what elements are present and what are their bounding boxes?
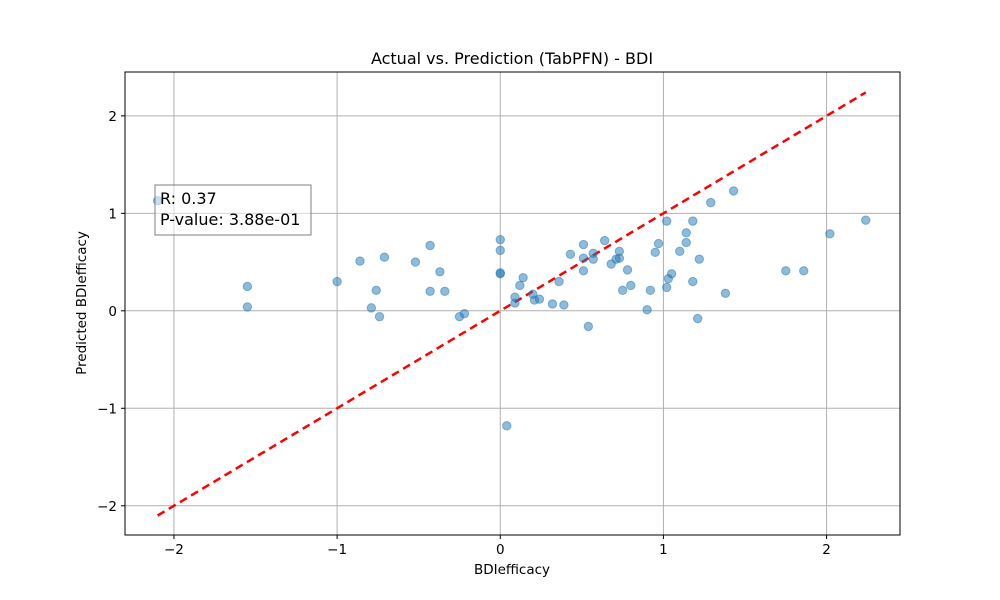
scatter-point: [554, 276, 564, 287]
scatter-point: [694, 254, 705, 264]
scatter-point: [578, 253, 589, 263]
scatter-point: [666, 269, 677, 279]
scatter-point: [374, 311, 385, 322]
scatter-point: [242, 302, 253, 312]
plot-frame: [124, 71, 901, 536]
scatter-point: [599, 235, 610, 246]
x-tick-label: 1: [659, 542, 668, 558]
scatter-point: [410, 257, 421, 267]
x-axis-label: BDIefficacy: [474, 562, 550, 578]
scatter-point: [688, 276, 698, 287]
scatter-point: [688, 216, 698, 226]
y-tick-label: 1: [108, 206, 117, 222]
y-axis-label: Predicted BDIefficacy: [74, 231, 90, 375]
scatter-point: [366, 303, 377, 313]
scatter-point: [495, 245, 505, 256]
scatter-point: [653, 238, 664, 249]
scatter-point: [565, 249, 576, 259]
scatter-point: [626, 280, 636, 291]
scatter-point: [681, 237, 691, 248]
scatter-point: [242, 281, 253, 292]
y-tick-label: −2: [97, 499, 117, 515]
scatter-point: [692, 313, 703, 324]
scatter-point: [502, 421, 512, 431]
scatter-point: [425, 240, 435, 251]
scatter-point: [728, 186, 739, 196]
scatter-point: [425, 286, 435, 297]
scatter-point: [622, 265, 633, 275]
scatter-point: [355, 256, 365, 266]
scatter-point: [781, 266, 791, 276]
axis-ticks: −2 −1 0 1 2 −2 −1 0 1 2: [97, 109, 831, 558]
scatter-point: [681, 228, 691, 238]
scatter-point: [642, 305, 652, 315]
x-tick-label: −2: [164, 542, 184, 558]
scatter-point: [861, 215, 871, 225]
identity-reference-line: [156, 91, 867, 517]
x-tick-label: 2: [822, 542, 831, 558]
scatter-point: [617, 285, 628, 296]
scatter-point: [588, 254, 598, 264]
stats-annotation: R: 0.37 P-value: 3.88e-01: [154, 184, 312, 236]
chart-title: Actual vs. Prediction (TabPFN) - BDI: [371, 49, 653, 68]
scatter-point: [661, 216, 672, 226]
stats-r-value: R: 0.37: [160, 189, 217, 208]
scatter-point: [578, 239, 589, 250]
scatter-point: [435, 267, 445, 277]
scatter-point: [799, 266, 809, 276]
scatter-point: [650, 247, 660, 258]
scatter-point: [614, 246, 625, 257]
scatter-point: [645, 285, 656, 296]
scatter-point: [534, 294, 545, 304]
scatter-point: [825, 229, 835, 239]
y-tick-label: 2: [108, 109, 117, 125]
scatter-point: [661, 282, 672, 293]
scatter-point: [510, 292, 520, 302]
scatter-point: [583, 321, 594, 332]
x-tick-label: 0: [496, 542, 505, 558]
scatter-point: [578, 266, 589, 276]
scatter-point: [379, 252, 390, 262]
y-tick-label: −1: [97, 401, 117, 417]
scatter-point: [515, 280, 525, 291]
scatter-point: [440, 286, 450, 297]
stats-p-value: P-value: 3.88e-01: [160, 210, 300, 229]
scatter-point: [518, 272, 528, 283]
scatter-point: [459, 309, 470, 319]
y-tick-label: 0: [108, 304, 117, 320]
scatter-point: [559, 300, 569, 310]
reference-line-layer: [156, 91, 867, 517]
scatter-point: [547, 299, 558, 309]
scatter-point: [332, 276, 342, 287]
scatter-point: [495, 234, 505, 245]
stats-annotation-box: [154, 184, 312, 236]
scatter-point: [706, 197, 716, 208]
scatter-point: [720, 288, 731, 298]
scatter-point: [495, 269, 505, 279]
scatter-points: [152, 186, 871, 431]
scatter-point: [371, 285, 381, 296]
scatter-point: [675, 246, 685, 257]
x-tick-label: −1: [327, 542, 347, 558]
